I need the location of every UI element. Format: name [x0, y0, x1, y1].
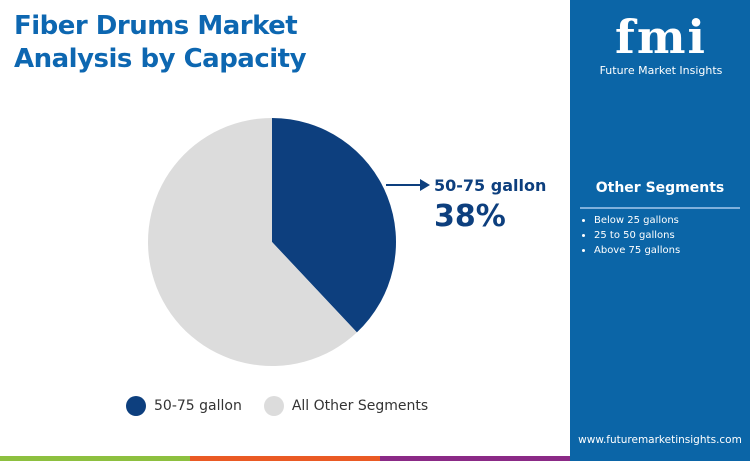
list-item: Below 25 gallons: [594, 213, 680, 228]
callout: 50-75 gallon 38%: [434, 176, 546, 234]
title-line-1: Fiber Drums Market: [14, 11, 298, 41]
legend-swatch: [126, 396, 146, 416]
list-item: 25 to 50 gallons: [594, 228, 680, 243]
legend-label: 50-75 gallon: [154, 398, 242, 414]
title-line-2: Analysis by Capacity: [14, 44, 307, 74]
other-segments-title: Other Segments: [595, 180, 725, 196]
fmi-logo: fmi Future Market Insights: [596, 10, 726, 77]
legend-label: All Other Segments: [291, 398, 429, 414]
legend-item: All Other Segments: [263, 396, 429, 416]
divider: [580, 207, 740, 209]
callout-value: 38%: [434, 199, 506, 234]
callout-arrow-icon: [420, 179, 430, 191]
logo-mark: fmi: [615, 10, 707, 64]
pie-chart: [147, 118, 430, 367]
callout-label: 50-75 gallon: [434, 176, 547, 195]
bottom-bar-purple: [380, 456, 570, 461]
page-title: Fiber Drums Market Analysis by Capacity: [14, 10, 307, 76]
bottom-bar-orange: [190, 456, 380, 461]
pie-slice-all-other-segments: [147, 118, 357, 367]
website-url: www.futuremarketinsights.com: [578, 434, 742, 446]
pie-slice-50-75-gallon: [272, 118, 396, 333]
legend-item: 50-75 gallon: [126, 396, 242, 416]
bottom-bar-green: [0, 456, 190, 461]
list-item: Above 75 gallons: [594, 243, 680, 258]
legend-swatch: [263, 396, 284, 416]
bottom-bar-blue: [570, 456, 750, 461]
legend: 50-75 gallon All Other Segments: [126, 396, 450, 416]
brand-name: Future Market Insights: [599, 64, 723, 77]
side-panel: fmi Future Market Insights Other Segment…: [570, 0, 750, 456]
other-segments-list: Below 25 gallons 25 to 50 gallons Above …: [580, 213, 680, 258]
